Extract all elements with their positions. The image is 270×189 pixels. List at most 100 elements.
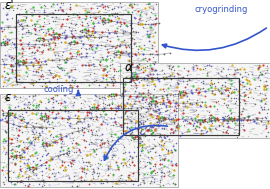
Point — [106, 6, 110, 9]
Point — [94, 106, 98, 109]
Point — [16, 124, 21, 127]
Point — [38, 25, 43, 28]
Point — [201, 67, 205, 70]
Point — [49, 110, 54, 113]
Point — [102, 96, 106, 99]
Point — [45, 152, 49, 155]
Point — [53, 117, 57, 120]
Point — [232, 118, 236, 121]
Point — [1, 40, 5, 43]
Point — [130, 171, 135, 174]
Point — [135, 128, 139, 131]
Point — [135, 76, 140, 79]
Point — [44, 166, 48, 169]
Point — [68, 160, 72, 163]
Point — [183, 118, 187, 121]
Point — [266, 108, 270, 111]
Point — [93, 46, 98, 50]
Point — [253, 102, 257, 105]
Point — [31, 83, 35, 86]
Point — [105, 122, 109, 125]
Point — [200, 100, 204, 103]
Point — [24, 16, 29, 19]
Point — [38, 126, 43, 129]
Point — [8, 64, 13, 67]
Point — [139, 10, 143, 13]
Point — [110, 83, 114, 86]
Point — [36, 28, 41, 31]
Point — [5, 42, 9, 45]
Point — [64, 12, 68, 15]
Point — [165, 95, 169, 98]
Point — [142, 47, 146, 50]
Text: cryogrinding: cryogrinding — [194, 5, 248, 14]
Point — [129, 3, 134, 6]
Point — [142, 131, 146, 134]
Point — [42, 119, 46, 122]
Point — [174, 109, 178, 112]
Point — [169, 131, 173, 134]
Point — [51, 168, 55, 171]
Point — [96, 103, 100, 106]
Point — [141, 122, 145, 125]
Point — [139, 129, 143, 132]
Point — [169, 118, 174, 121]
Point — [34, 151, 38, 154]
Point — [46, 120, 50, 123]
Point — [114, 125, 119, 128]
Point — [72, 83, 77, 86]
Point — [41, 140, 45, 143]
Point — [205, 71, 209, 74]
Point — [18, 181, 22, 184]
Point — [89, 32, 94, 35]
Point — [79, 107, 83, 110]
Point — [132, 101, 137, 104]
Point — [73, 114, 77, 117]
Point — [173, 148, 177, 151]
Point — [33, 24, 37, 27]
Point — [123, 112, 127, 115]
Point — [49, 27, 53, 30]
Point — [86, 64, 90, 67]
Point — [119, 123, 123, 126]
Point — [148, 107, 153, 110]
Point — [113, 93, 117, 96]
Point — [103, 7, 107, 10]
Point — [5, 13, 9, 16]
Point — [49, 120, 54, 123]
Point — [262, 87, 266, 90]
Point — [175, 81, 179, 84]
Point — [221, 130, 226, 133]
Point — [128, 95, 133, 98]
Point — [129, 120, 133, 123]
Point — [136, 138, 140, 141]
Point — [136, 30, 140, 33]
Point — [24, 16, 28, 19]
Point — [228, 96, 233, 99]
Point — [265, 115, 269, 118]
Point — [153, 31, 157, 34]
Point — [86, 30, 90, 33]
Point — [140, 127, 144, 130]
Point — [131, 182, 136, 185]
Point — [23, 8, 27, 11]
Point — [163, 118, 167, 121]
Point — [27, 47, 31, 50]
Point — [115, 26, 120, 29]
Point — [53, 151, 57, 154]
Point — [139, 123, 143, 126]
Point — [149, 129, 153, 132]
Point — [139, 132, 144, 136]
Point — [99, 146, 104, 149]
Point — [39, 112, 43, 115]
Point — [227, 77, 231, 80]
Point — [107, 13, 111, 16]
Point — [87, 105, 91, 108]
Point — [60, 161, 65, 164]
Point — [38, 116, 42, 119]
Point — [234, 118, 238, 121]
Point — [24, 47, 28, 50]
Point — [4, 172, 9, 175]
Point — [130, 112, 134, 115]
Point — [27, 168, 32, 171]
